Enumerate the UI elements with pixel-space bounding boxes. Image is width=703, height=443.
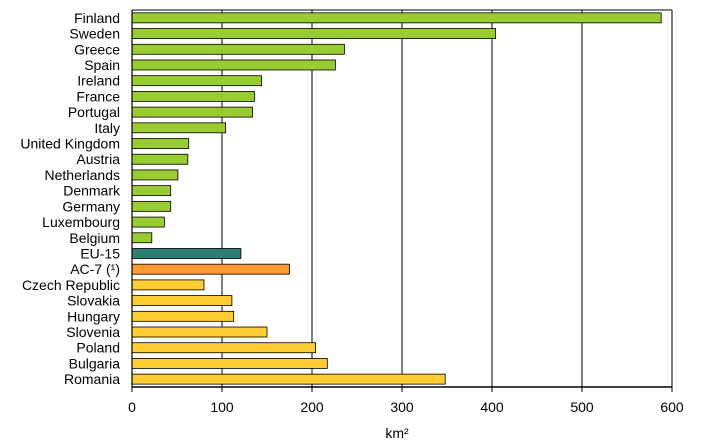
- bar-18: [131, 295, 233, 307]
- bar-23: [131, 373, 446, 385]
- x-tick-label-0: 0: [128, 399, 136, 415]
- category-label-6: Portugal: [68, 104, 120, 120]
- category-label-15: EU-15: [80, 245, 120, 261]
- bar-4: [131, 75, 263, 87]
- category-label-22: Bulgaria: [69, 355, 121, 371]
- bar-7: [131, 122, 226, 134]
- bar-10: [131, 169, 179, 181]
- x-tick-label-200: 200: [300, 399, 324, 415]
- category-label-17: Czech Republic: [22, 277, 120, 293]
- category-label-14: Belgium: [69, 230, 120, 246]
- bar-8: [131, 138, 190, 149]
- category-label-0: Finland: [74, 10, 120, 26]
- x-tick-labels: 0 100 200 300 400 500 600: [128, 387, 684, 415]
- category-label-3: Spain: [84, 57, 120, 73]
- bar-20: [131, 326, 268, 338]
- bar-1: [131, 28, 497, 39]
- x-tick-label-600: 600: [660, 399, 684, 415]
- bar-13: [131, 216, 165, 228]
- category-label-16: AC-7 (¹): [70, 261, 120, 277]
- bar-9: [131, 153, 189, 165]
- bar-11: [131, 185, 172, 197]
- category-label-19: Hungary: [67, 308, 120, 324]
- bar-17: [131, 279, 205, 291]
- x-tick-label-300: 300: [390, 399, 414, 415]
- x-tick-label-400: 400: [480, 399, 504, 415]
- bar-15: [131, 248, 242, 259]
- category-label-20: Slovenia: [66, 324, 120, 340]
- bar-0: [131, 12, 662, 24]
- bar-19: [131, 310, 235, 322]
- bar-12: [131, 200, 172, 212]
- bar-2: [131, 43, 345, 55]
- category-label-7: Italy: [94, 120, 120, 136]
- bar-14: [131, 232, 153, 244]
- category-label-5: France: [76, 88, 120, 104]
- bar-16: [131, 263, 290, 275]
- category-label-23: Romania: [64, 371, 120, 387]
- category-label-10: Netherlands: [45, 167, 121, 183]
- x-tick-label-500: 500: [570, 399, 594, 415]
- category-label-9: Austria: [76, 151, 120, 167]
- category-labels: FinlandSwedenGreeceSpainIrelandFrancePor…: [20, 10, 121, 387]
- category-label-18: Slovakia: [67, 293, 120, 309]
- bar-22: [131, 358, 328, 369]
- bar-21: [131, 342, 317, 354]
- category-label-4: Ireland: [77, 73, 120, 89]
- category-label-13: Luxembourg: [42, 214, 120, 230]
- category-label-8: United Kingdom: [20, 136, 120, 152]
- category-label-2: Greece: [74, 41, 120, 57]
- x-axis-title: km²: [385, 425, 409, 441]
- bar-6: [131, 106, 253, 118]
- category-label-12: Germany: [62, 198, 120, 214]
- bar-3: [131, 59, 336, 71]
- category-label-11: Denmark: [63, 183, 121, 199]
- category-label-21: Poland: [76, 340, 120, 356]
- bar-5: [131, 90, 255, 102]
- x-tick-label-100: 100: [210, 399, 234, 415]
- category-label-1: Sweden: [69, 26, 120, 42]
- bars: [131, 12, 662, 385]
- gridlines: [221, 10, 583, 387]
